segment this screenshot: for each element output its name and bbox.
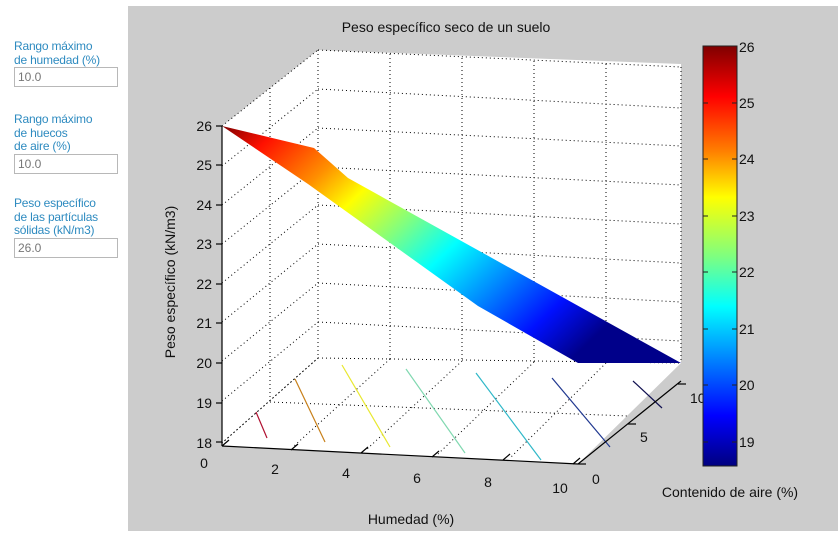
svg-text:25: 25	[739, 95, 755, 111]
field-particle-unit-weight: Peso específico de las partículas sólida…	[14, 196, 124, 258]
svg-text:18: 18	[196, 435, 212, 451]
x-axis-label: Humedad (%)	[368, 511, 454, 527]
svg-text:0: 0	[592, 471, 600, 487]
y-axis-label: Contenido de aire (%)	[662, 484, 798, 500]
chart-title: Peso específico seco de un suelo	[342, 19, 551, 35]
y-tick-labels: 0 5 10	[592, 390, 706, 487]
contour-lines	[255, 364, 663, 461]
field-humidity-range: Rango máximo de humedad (%)	[14, 39, 124, 87]
svg-text:26: 26	[739, 39, 755, 55]
svg-text:0: 0	[200, 455, 208, 471]
humidity-range-label: Rango máximo de humedad (%)	[14, 39, 100, 67]
particle-unit-weight-label: Peso específico de las partículas sólida…	[14, 196, 98, 237]
axis-lines	[216, 125, 686, 465]
svg-text:10: 10	[552, 480, 568, 496]
svg-text:23: 23	[739, 208, 755, 224]
svg-text:22: 22	[739, 264, 755, 280]
svg-text:25: 25	[196, 157, 212, 173]
parameters-panel: Rango máximo de humedad (%) Rango máximo…	[0, 0, 128, 537]
svg-text:24: 24	[739, 151, 755, 167]
svg-text:5: 5	[640, 429, 648, 445]
field-air-voids-range: Rango máximo de huecos de aire (%)	[14, 112, 124, 174]
colorbar-ticks	[703, 102, 737, 443]
svg-text:21: 21	[196, 315, 212, 331]
svg-text:2: 2	[271, 461, 279, 477]
y-axis	[577, 380, 682, 465]
particle-unit-weight-input[interactable]	[14, 237, 118, 258]
surface-plot: Peso específico seco de un suelo 26 25 2…	[162, 19, 798, 527]
air-voids-range-input[interactable]	[14, 153, 118, 174]
colorbar	[702, 45, 738, 467]
svg-text:21: 21	[739, 321, 755, 337]
svg-text:24: 24	[196, 197, 212, 213]
svg-text:19: 19	[739, 434, 755, 450]
colorbar-labels: 26 25 24 23 22 21 20 19	[739, 39, 755, 450]
x-tick-labels: 0 2 4 6 8 10	[200, 455, 568, 496]
svg-text:23: 23	[196, 236, 212, 252]
svg-text:22: 22	[196, 276, 212, 292]
svg-text:26: 26	[196, 118, 212, 134]
svg-text:10: 10	[690, 390, 706, 406]
humidity-range-input[interactable]	[14, 67, 118, 87]
svg-text:4: 4	[342, 465, 350, 481]
air-voids-range-label: Rango máximo de huecos de aire (%)	[14, 112, 93, 153]
z-axis-label: Peso específico (kN/m3)	[162, 206, 178, 359]
svg-text:6: 6	[413, 470, 421, 486]
matlab-figure: Peso específico seco de un suelo 26 25 2…	[128, 6, 838, 531]
svg-text:20: 20	[196, 355, 212, 371]
z-tick-labels: 26 25 24 23 22 21 20 19 18	[196, 118, 212, 451]
svg-text:19: 19	[196, 395, 212, 411]
surface	[222, 126, 681, 363]
x-axis	[221, 445, 579, 465]
svg-text:20: 20	[739, 377, 755, 393]
svg-text:8: 8	[484, 474, 492, 490]
